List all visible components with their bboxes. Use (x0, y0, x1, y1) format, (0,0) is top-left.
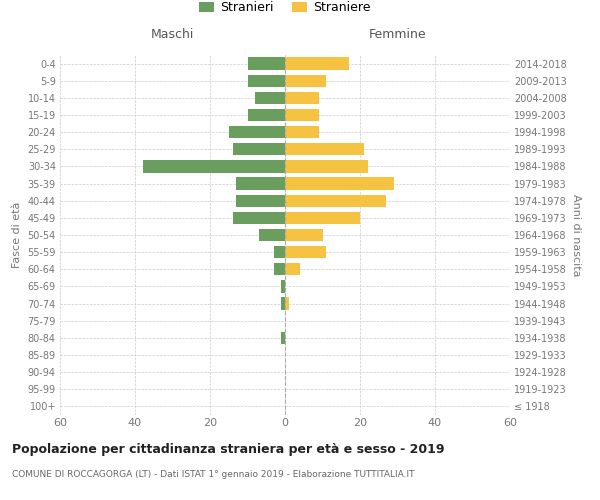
Bar (285, 92, 319, 104)
Bar (285, 298, 289, 310)
Bar (285, 229, 323, 241)
Bar (248, 74, 285, 87)
Bar (229, 126, 285, 138)
Bar (285, 246, 326, 258)
Bar (285, 178, 394, 190)
Y-axis label: Anni di nascita: Anni di nascita (571, 194, 581, 276)
Bar (248, 109, 285, 121)
Bar (236, 178, 285, 190)
Bar (285, 109, 319, 121)
Y-axis label: Fasce di età: Fasce di età (12, 202, 22, 268)
Bar (285, 126, 319, 138)
Bar (285, 58, 349, 70)
Bar (255, 92, 285, 104)
Bar (233, 212, 285, 224)
Bar (285, 194, 386, 207)
Bar (285, 263, 300, 276)
Bar (281, 332, 285, 344)
Text: Maschi: Maschi (151, 28, 194, 40)
Text: COMUNE DI ROCCAGORGA (LT) - Dati ISTAT 1° gennaio 2019 - Elaborazione TUTTITALIA: COMUNE DI ROCCAGORGA (LT) - Dati ISTAT 1… (12, 470, 415, 479)
Legend: Stranieri, Straniere: Stranieri, Straniere (194, 0, 376, 20)
Bar (285, 74, 326, 87)
Bar (259, 229, 285, 241)
Bar (285, 212, 360, 224)
Bar (233, 143, 285, 156)
Text: Popolazione per cittadinanza straniera per età e sesso - 2019: Popolazione per cittadinanza straniera p… (12, 442, 445, 456)
Bar (285, 160, 367, 172)
Bar (285, 143, 364, 156)
Bar (236, 194, 285, 207)
Bar (248, 58, 285, 70)
Bar (281, 280, 285, 292)
Bar (281, 298, 285, 310)
Bar (143, 160, 285, 172)
Bar (274, 263, 285, 276)
Text: Femmine: Femmine (368, 28, 427, 40)
Bar (274, 246, 285, 258)
